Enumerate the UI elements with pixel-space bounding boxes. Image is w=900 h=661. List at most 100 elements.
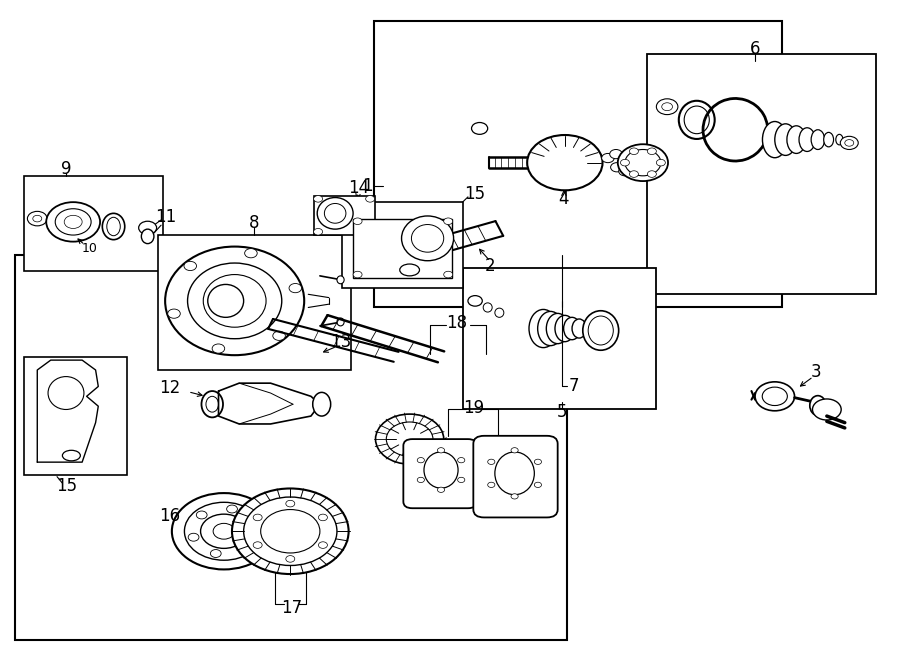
Ellipse shape [563,317,580,340]
Text: 18: 18 [446,313,468,332]
Ellipse shape [411,225,444,253]
Ellipse shape [555,315,575,342]
Circle shape [647,148,656,155]
Circle shape [313,196,322,202]
Circle shape [46,202,100,242]
Circle shape [319,542,328,549]
Circle shape [286,556,295,563]
Text: 10: 10 [81,243,97,255]
Ellipse shape [187,263,282,338]
Circle shape [629,171,638,177]
Circle shape [437,487,445,492]
Circle shape [488,483,495,487]
Ellipse shape [546,313,569,344]
Circle shape [365,196,374,202]
Text: 2: 2 [485,257,496,275]
Circle shape [418,457,425,463]
Circle shape [248,522,259,529]
Circle shape [232,488,348,574]
Circle shape [620,159,629,166]
Ellipse shape [400,264,419,276]
Circle shape [841,136,859,149]
Text: 7: 7 [569,377,579,395]
Circle shape [444,271,453,278]
Text: 9: 9 [60,160,71,178]
Circle shape [845,139,854,146]
Text: 12: 12 [159,379,181,397]
Circle shape [240,543,251,551]
Circle shape [212,344,225,353]
Circle shape [64,215,82,229]
Bar [647,54,877,294]
Ellipse shape [202,391,223,417]
Circle shape [273,331,285,340]
Ellipse shape [424,452,458,488]
Circle shape [261,510,320,553]
Text: 1: 1 [362,176,373,195]
Circle shape [601,153,614,163]
Ellipse shape [165,247,304,355]
Circle shape [365,229,374,235]
Circle shape [244,497,337,565]
Circle shape [167,309,180,318]
Circle shape [213,524,235,539]
Circle shape [253,542,262,549]
Circle shape [662,102,672,110]
Circle shape [27,212,47,226]
Ellipse shape [103,214,125,240]
Circle shape [201,514,248,549]
Text: 5: 5 [557,403,567,421]
Circle shape [245,249,257,258]
Ellipse shape [529,309,558,348]
Circle shape [353,271,362,278]
Bar [23,357,127,475]
Bar [14,254,567,640]
Ellipse shape [810,396,826,415]
FancyBboxPatch shape [353,219,452,278]
Circle shape [313,229,322,235]
Ellipse shape [537,311,563,346]
Circle shape [629,148,638,155]
Circle shape [647,171,656,177]
Text: 17: 17 [281,600,302,617]
Ellipse shape [799,128,815,151]
Ellipse shape [203,274,266,327]
Ellipse shape [495,452,535,494]
Circle shape [535,483,542,487]
Text: 8: 8 [249,214,260,232]
Ellipse shape [679,100,715,139]
Circle shape [457,477,464,483]
Ellipse shape [206,397,219,412]
Ellipse shape [48,377,84,409]
Circle shape [472,122,488,134]
Text: 14: 14 [348,179,369,198]
Ellipse shape [107,217,121,236]
Bar [374,21,782,307]
Bar [342,202,464,288]
Ellipse shape [208,284,244,317]
Circle shape [55,209,91,235]
Ellipse shape [811,130,824,149]
Ellipse shape [312,393,330,416]
Circle shape [625,149,661,176]
Ellipse shape [141,229,154,244]
Ellipse shape [572,319,587,338]
Circle shape [618,167,631,176]
Ellipse shape [589,316,613,345]
Text: 6: 6 [750,40,760,58]
Text: 15: 15 [464,184,486,202]
Circle shape [196,511,207,519]
Circle shape [418,477,425,483]
Ellipse shape [495,308,504,317]
Text: 13: 13 [330,332,351,351]
Circle shape [620,156,633,165]
Circle shape [762,387,788,406]
Circle shape [755,382,795,410]
FancyBboxPatch shape [473,436,558,518]
Circle shape [488,459,495,465]
Text: 11: 11 [155,208,176,226]
Text: 3: 3 [811,363,822,381]
Circle shape [535,459,542,465]
Circle shape [188,533,199,541]
FancyBboxPatch shape [403,439,477,508]
